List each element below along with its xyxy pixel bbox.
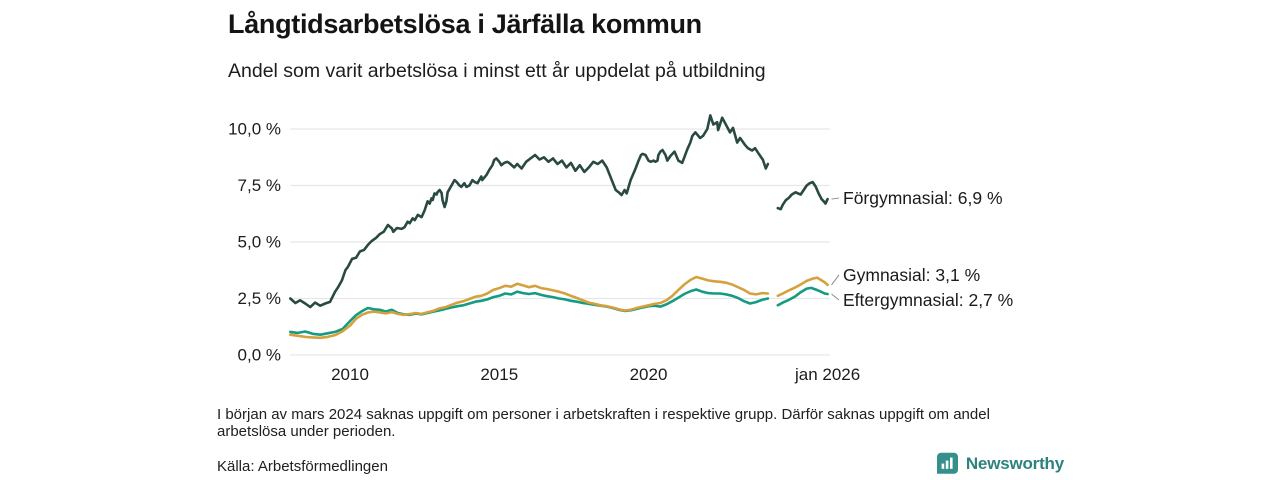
series-line-eftergymnasial — [776, 286, 829, 307]
x-tick-label: 2010 — [331, 365, 369, 384]
label-connector — [831, 293, 840, 301]
bar-chart-speech-bubble-icon — [936, 452, 958, 474]
label-connector — [831, 197, 840, 200]
chart-card: Långtidsarbetslösa i Järfälla kommun And… — [216, 0, 1064, 480]
page-title: Långtidsarbetslösa i Järfälla kommun — [228, 9, 702, 39]
series-end-label-förgymnasial: Förgymnasial: 6,9 % — [843, 188, 1003, 208]
y-tick-label: 0,0 % — [238, 346, 281, 365]
series-end-label-gymnasial: Gymnasial: 3,1 % — [843, 265, 980, 285]
y-tick-label: 10,0 % — [228, 120, 281, 139]
y-tick-label: 7,5 % — [238, 176, 281, 195]
series-line-förgymnasial — [776, 180, 829, 211]
y-tick-label: 2,5 % — [238, 289, 281, 308]
label-connector — [831, 274, 840, 286]
series-line-förgymnasial — [289, 114, 770, 309]
chart-subtitle: Andel som varit arbetslösa i minst ett å… — [228, 60, 766, 82]
source-credit: Källa: Arbetsförmedlingen — [217, 458, 388, 475]
newsworthy-logo: Newsworthy — [936, 452, 1064, 475]
x-tick-label: jan 2026 — [794, 365, 860, 384]
series-line-gymnasial — [776, 276, 829, 298]
x-tick-label: 2020 — [630, 365, 668, 384]
y-tick-label: 5,0 % — [238, 233, 281, 252]
unemployment-line-chart: 10,0 % 7,5 % 5,0 % 2,5 % 0,0 % 2010 2015 2020 ja… — [228, 114, 1013, 384]
x-tick-label: 2015 — [480, 365, 518, 384]
series-line-eftergymnasial — [289, 288, 770, 336]
chart-footnote: I början av mars 2024 saknas uppgift om … — [217, 406, 990, 440]
newsworthy-logo-text: Newsworthy — [965, 453, 1064, 473]
series-line-gymnasial — [289, 275, 770, 340]
series-end-label-eftergymnasial: Eftergymnasial: 2,7 % — [843, 290, 1013, 310]
